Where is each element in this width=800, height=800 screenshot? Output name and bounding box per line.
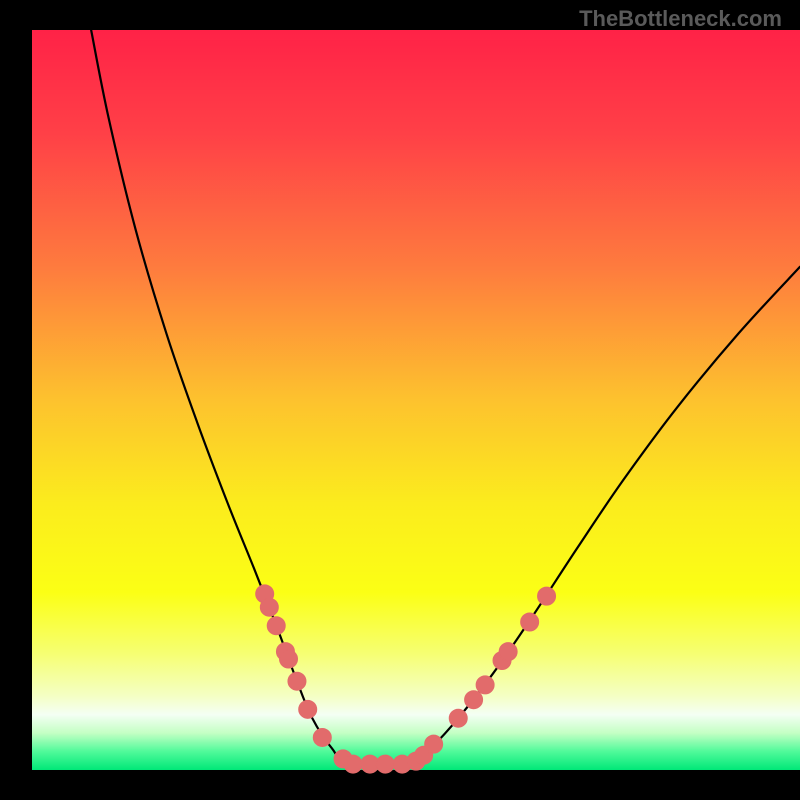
data-marker (476, 676, 494, 694)
data-marker (521, 613, 539, 631)
data-marker (267, 617, 285, 635)
gradient-background (32, 30, 800, 770)
data-marker (344, 755, 362, 773)
data-marker (288, 672, 306, 690)
data-marker (449, 709, 467, 727)
data-marker (260, 598, 278, 616)
data-marker (280, 650, 298, 668)
data-marker (376, 755, 394, 773)
data-marker (465, 691, 483, 709)
data-marker (313, 728, 331, 746)
bottleneck-chart (0, 0, 800, 800)
attribution-text: TheBottleneck.com (579, 6, 782, 32)
data-marker (425, 735, 443, 753)
data-marker (538, 587, 556, 605)
data-marker (299, 700, 317, 718)
data-marker (499, 643, 517, 661)
